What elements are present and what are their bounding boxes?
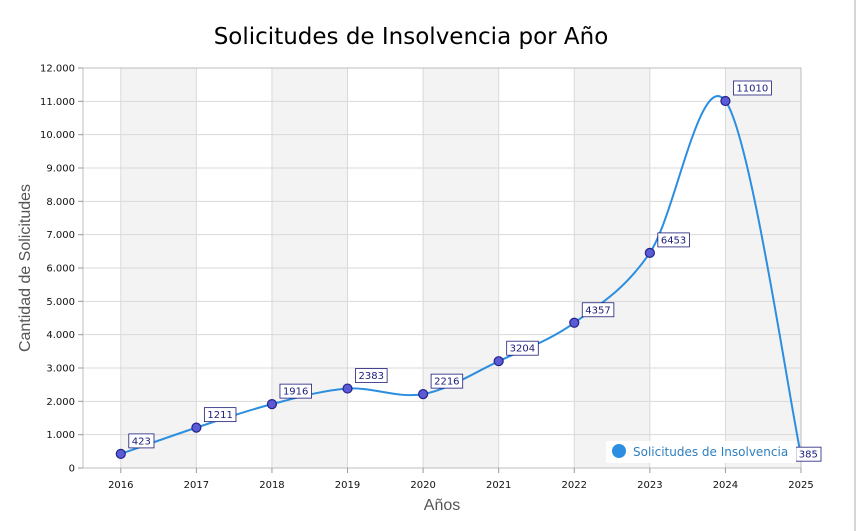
y-axis: 0 1.000 2.000 3.000 4.000 5.000 6.000 7.000 8.00… xyxy=(40,64,83,475)
x-axis-title: Años xyxy=(424,497,460,514)
data-label: 1916 xyxy=(283,387,308,398)
data-label-box xyxy=(279,383,312,399)
data-labels: 423 1211 1916 2383 2216 3204 4357 6453 11010 385 xyxy=(128,80,822,462)
data-point[interactable] xyxy=(644,247,655,258)
data-point[interactable] xyxy=(418,389,429,400)
data-label: 385 xyxy=(799,450,818,461)
data-points xyxy=(115,95,731,459)
data-label-box xyxy=(203,407,237,423)
data-point[interactable] xyxy=(720,95,731,107)
x-tick-label: 2020 xyxy=(410,480,435,491)
x-axis: 2016 2017 2018 2019 2020 2021 2022 2023 2024 2025 xyxy=(108,468,814,491)
data-label-box xyxy=(355,368,388,383)
x-tick-label: 2021 xyxy=(486,480,511,491)
legend-series-label: Solicitudes de Insolvencia xyxy=(633,445,788,459)
x-tick-label: 2018 xyxy=(259,480,284,491)
x-tick-label: 2017 xyxy=(184,480,209,491)
y-tick-label: 0 xyxy=(69,464,75,475)
y-tick-label: 4.000 xyxy=(46,330,75,341)
legend-background xyxy=(606,441,796,463)
data-label: 2383 xyxy=(359,371,384,382)
x-tick-label: 2022 xyxy=(562,480,587,491)
y-tick-label: 7.000 xyxy=(46,230,75,241)
data-label: 2216 xyxy=(434,377,459,388)
data-label-box xyxy=(506,340,539,356)
data-label-box xyxy=(733,80,772,96)
y-axis-title: Cantidad de Solicitudes xyxy=(17,184,34,352)
x-tick-label: 2025 xyxy=(788,480,813,491)
x-tick-label: 2023 xyxy=(637,480,662,491)
data-label: 423 xyxy=(132,436,151,447)
data-label: 4357 xyxy=(585,305,610,316)
y-tick-label: 12.000 xyxy=(40,64,75,75)
x-tick-label: 2016 xyxy=(108,480,133,491)
y-tick-label: 11.000 xyxy=(40,97,75,108)
y-tick-label: 10.000 xyxy=(40,130,75,141)
data-point[interactable] xyxy=(191,422,202,433)
data-point[interactable] xyxy=(266,399,278,410)
data-point[interactable] xyxy=(493,356,504,367)
data-label-box xyxy=(430,373,464,389)
chart-title: Solicitudes de Insolvencia por Año xyxy=(213,24,609,50)
data-label-box xyxy=(657,232,690,248)
data-label: 1211 xyxy=(207,410,232,421)
data-label: 3204 xyxy=(510,344,535,355)
data-label: 6453 xyxy=(661,235,686,246)
data-point[interactable] xyxy=(115,448,126,459)
y-tick-label: 2.000 xyxy=(46,397,75,408)
data-point[interactable] xyxy=(342,383,353,394)
data-label: 11010 xyxy=(736,84,768,95)
y-tick-label: 9.000 xyxy=(46,164,75,175)
data-label-box xyxy=(128,433,155,449)
legend[interactable]: Solicitudes de Insolvencia xyxy=(606,441,796,463)
data-label-box xyxy=(581,302,615,318)
x-tick-label: 2019 xyxy=(335,480,360,491)
y-tick-label: 6.000 xyxy=(46,264,75,275)
legend-series-icon xyxy=(612,444,626,458)
y-tick-label: 8.000 xyxy=(46,197,75,208)
y-tick-label: 1.000 xyxy=(46,430,75,441)
data-point[interactable] xyxy=(569,317,580,328)
y-tick-label: 5.000 xyxy=(46,297,75,308)
y-tick-label: 3.000 xyxy=(46,364,75,375)
x-tick-label: 2024 xyxy=(713,480,738,491)
